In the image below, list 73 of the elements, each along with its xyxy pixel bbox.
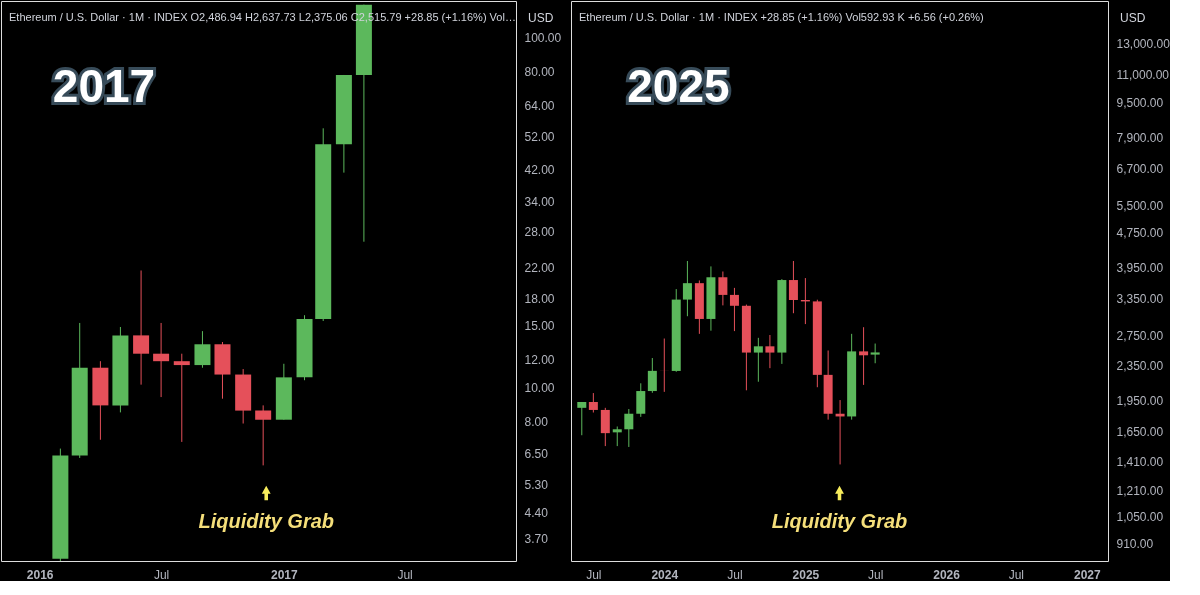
y-tick-label: 34.00 [524,194,555,209]
y-tick-label: 52.00 [524,130,555,145]
candlestick [133,270,150,386]
y-tick-label: 2,350.00 [1116,358,1164,373]
candlestick [859,326,869,386]
x-tick-label: Jul [1008,567,1025,582]
candlestick [647,357,657,394]
y-tick-label: 10.00 [524,381,555,396]
y-tick-label: 18.00 [524,291,555,306]
candlestick [624,408,634,448]
y-tick-label: 15.00 [524,319,555,334]
y-tick-label: 11,000.00 [1116,68,1170,83]
y-tick-label: 5,500.00 [1116,198,1164,213]
text: USD [528,11,554,25]
y-tick-label: 100.00 [524,30,562,45]
annotation: Liquidity Grab [771,509,908,532]
y-tick-label: 7,900.00 [1116,130,1164,145]
candlestick [870,343,880,364]
y-tick-label: 9,500.00 [1116,96,1164,111]
y-tick-label: 910.00 [1116,537,1154,552]
x-tick-label: Jul [586,567,602,582]
y-tick-label: 12.00 [524,353,555,368]
candlestick [788,260,798,314]
x-tick-label: Jul [867,567,884,582]
y-tick-label: 42.00 [524,162,555,177]
y-tick-label: 80.00 [524,64,555,79]
y-tick-label: 1,950.00 [1116,393,1164,408]
y-tick-label: 4,750.00 [1116,226,1164,241]
x-tick-label: 2016 [26,567,54,582]
y-tick-label: 1,050.00 [1116,510,1164,525]
y-tick-label: 8.00 [524,415,549,430]
candlestick [729,287,739,332]
x-tick-label: Jul [397,567,413,582]
x-tick-label: Jul [153,567,170,582]
y-tick-label: 3,350.00 [1116,292,1164,307]
candlestick [753,337,763,383]
x-tick-label: 2024 [651,567,679,582]
x-tick-label: Jul [727,567,743,582]
y-tick-label: 13,000.00 [1116,37,1171,52]
y-tick-label: 2,750.00 [1116,329,1164,344]
candlestick [600,407,610,447]
text: 2017 [52,60,156,112]
y-tick-label: 1,210.00 [1116,483,1164,498]
annotation: Liquidity Grab [198,509,335,532]
annotation: Ethereum / U.S. Dollar · 1M · INDEX +28.85 (+1.16%) Vol592.93 K +6.56 (+0.26%) [579,11,984,23]
candlestick [255,404,272,466]
candlestick [636,382,646,418]
y-tick-label: 6,700.00 [1116,161,1164,176]
y-tick-label: 1,410.00 [1116,454,1164,469]
y-tick-label: 1,650.00 [1116,425,1164,440]
y-tick-label: 5.30 [524,477,549,492]
x-tick-label: 2017 [271,567,299,582]
y-tick-label: 28.00 [524,224,555,239]
candlestick [765,334,775,369]
y-tick-label: 22.00 [524,261,555,276]
candlestick [588,392,598,413]
candlestick [718,270,728,306]
y-tick-label: 6.50 [524,446,549,461]
candlestick [682,260,692,317]
candlestick [612,425,622,447]
x-tick-label: 2025 [792,567,820,582]
text: 2025 [627,60,730,112]
text: USD [1120,11,1146,25]
x-tick-label: 2026 [933,567,961,582]
x-tick-label: 2027 [1073,567,1101,582]
y-tick-label: 3.70 [524,532,549,547]
y-tick-label: 64.00 [524,98,555,113]
candlestick [173,353,190,443]
candlestick [577,401,587,436]
candlestick [153,322,170,398]
candlestick [194,330,211,369]
y-tick-label: 4.40 [524,506,549,521]
y-tick-label: 3,950.00 [1116,261,1164,276]
